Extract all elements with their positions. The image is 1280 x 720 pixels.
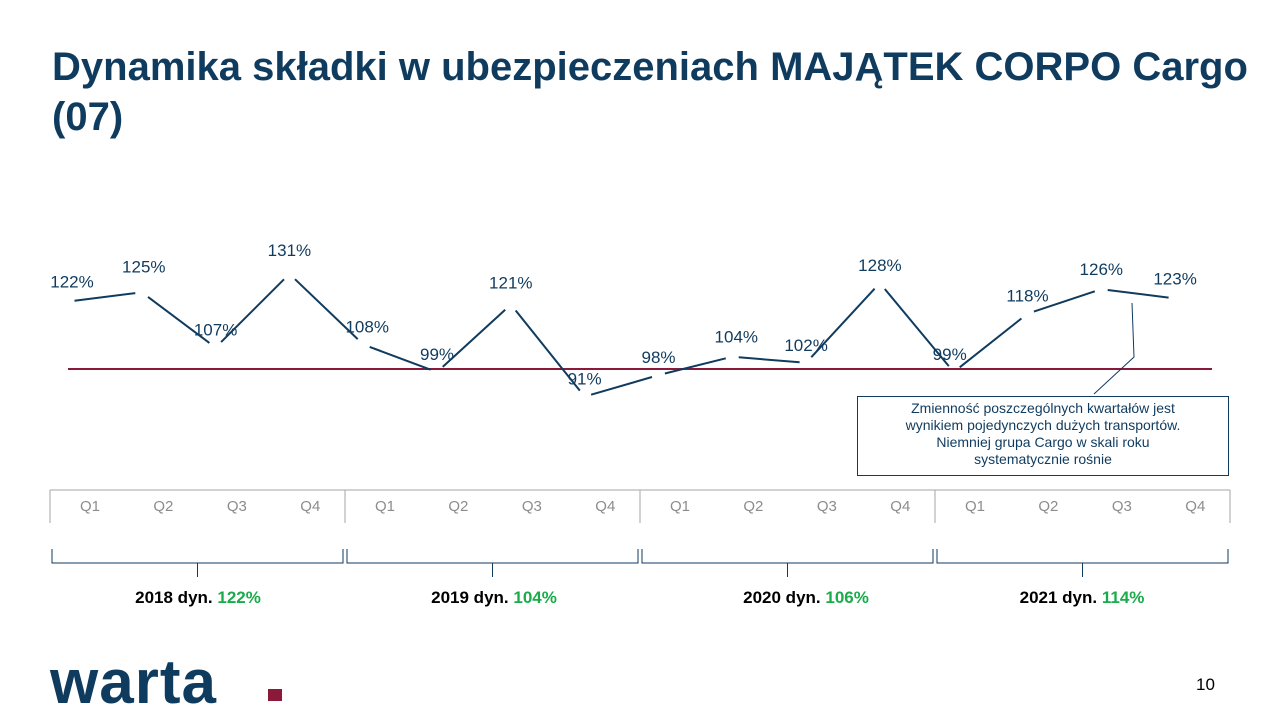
data-labels: 122% 125% 107% 131% 108% 99% 121% 91% 98% 104% 102…: [50, 241, 1197, 389]
quarter-tick-label: Q3: [1112, 498, 1132, 515]
annotation-box: Zmienność poszczególnych kwartałów jest …: [857, 396, 1229, 476]
year-summary-2019: 2019 dyn. 104%: [344, 588, 644, 608]
note-line: wynikiem pojedynczych dużych transportów…: [905, 417, 1181, 433]
year-summary-label: 2020 dyn.: [743, 588, 821, 607]
line-segment: [884, 288, 950, 367]
year-summary-2018: 2018 dyn. 122%: [48, 588, 348, 608]
quarter-tick-label: Q1: [670, 498, 690, 515]
quarter-tick-label: Q3: [817, 498, 837, 515]
data-label: 123%: [1153, 269, 1196, 288]
warta-logo: warta: [50, 648, 217, 717]
line-segment: [514, 309, 581, 392]
year-summary-value: 114%: [1101, 588, 1145, 607]
data-label: 108%: [345, 317, 388, 336]
line-segment: [147, 296, 210, 344]
year-summary-value: 122%: [217, 588, 261, 607]
quarter-tick-label: Q4: [300, 498, 320, 515]
data-label: 91%: [568, 370, 602, 389]
data-label: 125%: [122, 257, 165, 276]
year-summary-2021: 2021 dyn. 114%: [932, 588, 1232, 608]
line-segment: [294, 278, 359, 340]
line-segment: [74, 292, 136, 302]
year-summary-value: 106%: [825, 588, 869, 607]
data-label: 126%: [1080, 260, 1123, 279]
quarter-tick-label: Q4: [1185, 498, 1205, 515]
note-line: Niemniej grupa Cargo w skali roku: [936, 434, 1150, 450]
note-line: systematycznie rośnie: [974, 451, 1112, 467]
page-number: 10: [1196, 675, 1215, 694]
quarter-tick-label: Q2: [448, 498, 468, 515]
quarter-tick-label: Q4: [890, 498, 910, 515]
quarter-tick-label: Q2: [153, 498, 173, 515]
year-summary-label: 2021 dyn.: [1019, 588, 1098, 607]
slide-title: Dynamika składki w ubezpieczeniach MAJĄT…: [52, 45, 1248, 139]
data-label: 99%: [933, 345, 967, 364]
data-label: 128%: [858, 256, 901, 275]
note-line: Zmienność poszczególnych kwartałów jest: [911, 400, 1175, 416]
line-segment: [1107, 289, 1169, 299]
data-label: 98%: [641, 348, 675, 367]
data-label: 104%: [715, 328, 758, 347]
year-summary-value: 104%: [513, 588, 557, 607]
quarter-tick-label: Q1: [965, 498, 985, 515]
quarter-tick-label: Q3: [522, 498, 542, 515]
year-summary-label: 2019 dyn.: [431, 588, 509, 607]
line-segment: [810, 288, 876, 358]
quarter-tick-label: Q2: [1038, 498, 1058, 515]
quarter-tick-label: Q2: [743, 498, 763, 515]
year-summary-2020: 2020 dyn. 106%: [656, 588, 956, 608]
annotation-pointer: [1093, 302, 1135, 395]
line-segment: [664, 357, 727, 375]
series-line: [74, 278, 1169, 396]
data-label: 122%: [50, 273, 93, 292]
year-braces: [51, 302, 1229, 577]
data-label: 131%: [268, 241, 311, 260]
line-segment: [590, 376, 653, 396]
year-brace: [641, 549, 934, 577]
line-segment: [1033, 290, 1096, 313]
line-segment: [369, 345, 431, 371]
data-label: 107%: [194, 321, 237, 340]
data-label: 102%: [784, 336, 827, 355]
year-summary-label: 2018 dyn.: [135, 588, 213, 607]
data-label: 118%: [1006, 287, 1048, 306]
line-segment: [220, 278, 285, 343]
year-brace: [51, 549, 344, 577]
quarter-tick-label: Q1: [375, 498, 395, 515]
line-segment: [442, 308, 506, 368]
quarter-tick-label: Q4: [595, 498, 615, 515]
quarter-tick-label: Q3: [227, 498, 247, 515]
year-brace: [936, 549, 1229, 577]
data-label: 99%: [420, 345, 454, 364]
year-brace: [346, 549, 639, 577]
quarter-tick-label: Q1: [80, 498, 100, 515]
logo-dot: [268, 689, 282, 701]
quarter-axis: Q1 Q2 Q3 Q4 Q1 Q2 Q3 Q4 Q1 Q2 Q3 Q4 Q1 Q2 Q3 Q4: [49, 489, 1231, 523]
line-segment: [959, 317, 1023, 369]
data-label: 121%: [489, 274, 532, 293]
line-segment: [738, 356, 800, 364]
